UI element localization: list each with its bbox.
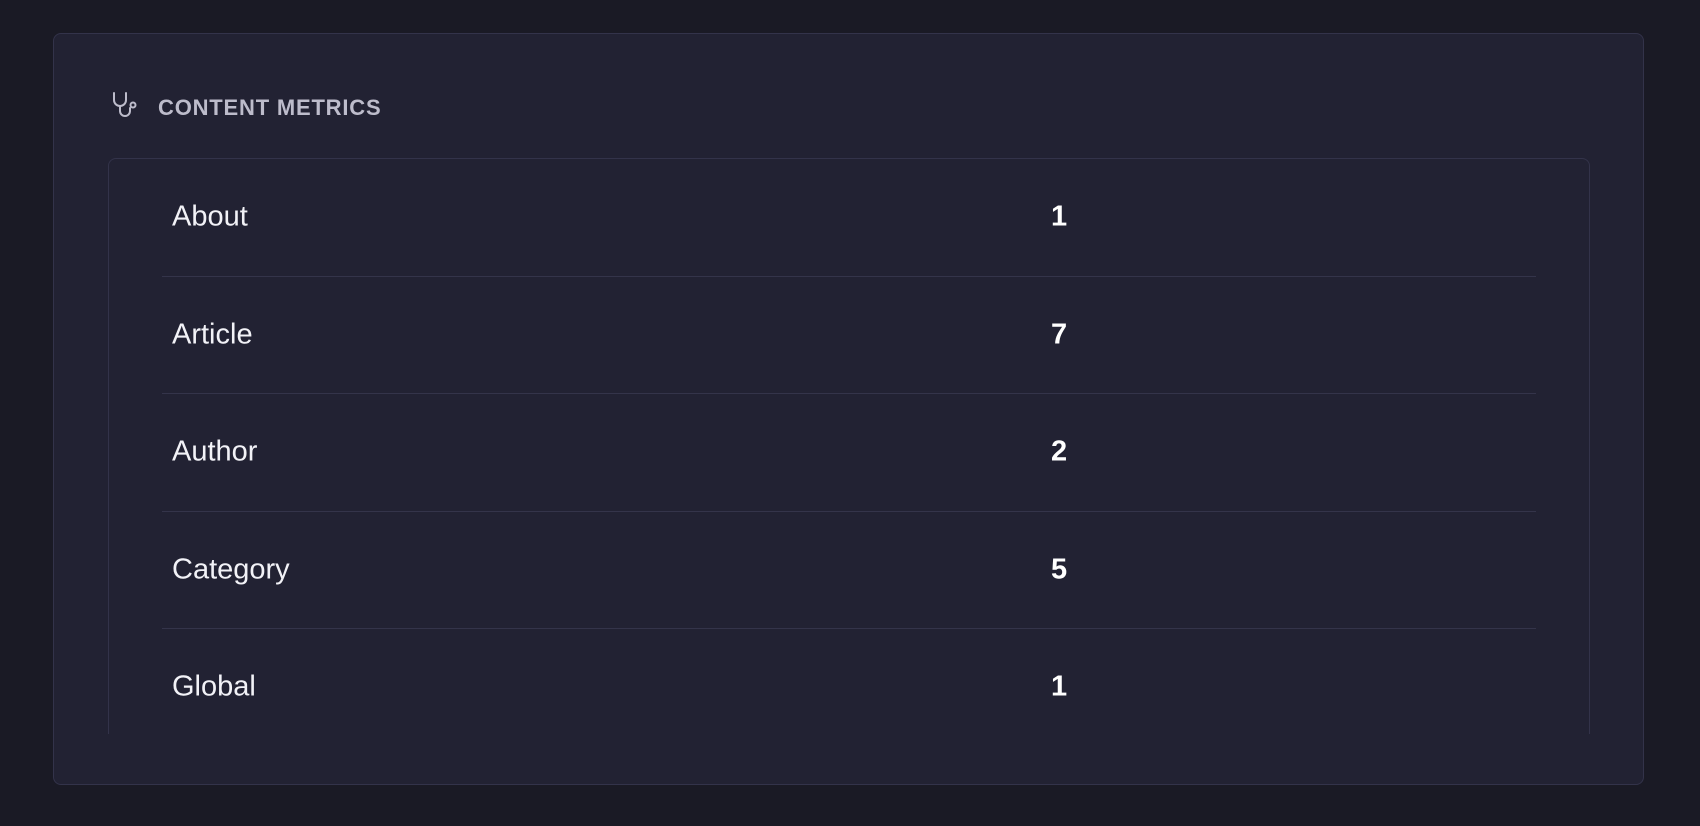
row-value: 1: [1051, 670, 1068, 703]
stethoscope-icon: [110, 90, 140, 125]
row-value: 5: [1051, 553, 1068, 586]
row-label: Global: [172, 670, 256, 703]
table-row: Author 2: [162, 394, 1536, 512]
table-row: Category 5: [162, 512, 1536, 629]
panel-header: CONTENT METRICS: [110, 90, 381, 125]
row-label: Author: [172, 435, 258, 468]
table-row: Global 1: [162, 629, 1536, 734]
row-value: 1: [1051, 200, 1068, 233]
row-value: 2: [1051, 435, 1068, 468]
row-label: About: [172, 200, 248, 233]
row-label: Category: [172, 553, 290, 586]
content-metrics-panel: CONTENT METRICS About 1 Article 7 Author…: [53, 33, 1644, 785]
table-row: Article 7: [162, 277, 1536, 394]
row-value: 7: [1051, 318, 1068, 351]
metrics-table[interactable]: About 1 Article 7 Author 2 Category 5 Gl…: [108, 158, 1590, 734]
panel-title: CONTENT METRICS: [158, 94, 382, 120]
row-label: Article: [172, 318, 253, 351]
table-row: About 1: [162, 159, 1536, 277]
